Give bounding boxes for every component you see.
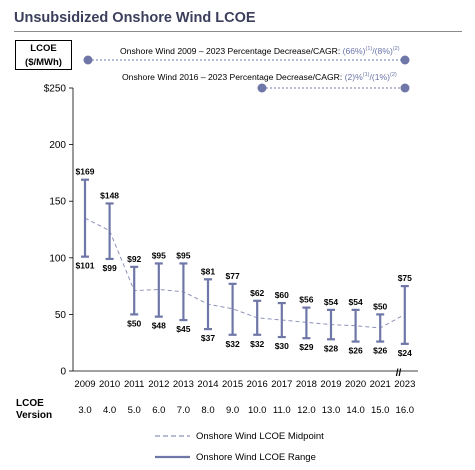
x-tick-label: 2014 xyxy=(197,379,218,390)
version-label: 10.0 xyxy=(248,405,267,416)
x-tick-label: 2021 xyxy=(370,379,391,390)
y-tick-label: 100 xyxy=(49,253,66,264)
version-label: 15.0 xyxy=(371,405,390,416)
y-axis-unit-label: LCOE ($/MWh) xyxy=(15,40,72,70)
low-value-label: $26 xyxy=(349,346,363,356)
x-tick-label: 2016 xyxy=(247,379,268,390)
x-tick-label: 2009 xyxy=(74,379,95,390)
high-value-label: $56 xyxy=(299,295,313,305)
legend-midpoint-label: Onshore Wind LCOE Midpoint xyxy=(196,431,324,442)
high-value-label: $92 xyxy=(127,254,141,264)
version-label: 5.0 xyxy=(128,405,141,416)
low-value-label: $50 xyxy=(127,318,141,328)
low-value-label: $32 xyxy=(226,339,240,349)
low-value-label: $32 xyxy=(250,339,264,349)
low-value-label: $99 xyxy=(103,263,117,273)
high-value-label: $50 xyxy=(373,301,387,311)
x-tick-label: 2010 xyxy=(99,379,120,390)
version-label: 14.0 xyxy=(346,405,365,416)
x-tick-label: 2015 xyxy=(222,379,243,390)
high-value-label: $60 xyxy=(275,290,289,300)
x-tick-label: 2020 xyxy=(345,379,366,390)
high-value-label: $62 xyxy=(250,288,264,298)
high-value-label: $81 xyxy=(201,266,215,276)
x-tick-label: 2023 xyxy=(394,379,415,390)
y-tick-label: $250 xyxy=(44,84,67,95)
cagr-2009-bracket-end-dot xyxy=(400,55,410,65)
cagr-2016-bracket-end-dot xyxy=(400,83,410,93)
midpoint-series-line xyxy=(84,217,406,329)
low-value-label: $45 xyxy=(176,324,190,334)
version-axis-label: LCOE Version xyxy=(16,398,53,421)
version-label: 6.0 xyxy=(152,405,165,416)
high-value-label: $75 xyxy=(398,273,412,283)
version-label: 8.0 xyxy=(201,405,214,416)
version-label: 13.0 xyxy=(322,405,341,416)
x-tick-label: 2012 xyxy=(148,379,169,390)
x-tick-label: 2013 xyxy=(173,379,194,390)
low-value-label: $37 xyxy=(201,333,215,343)
high-value-label: $77 xyxy=(226,271,240,281)
low-value-label: $101 xyxy=(76,261,95,271)
version-label: 16.0 xyxy=(396,405,415,416)
x-tick-label: 2019 xyxy=(320,379,341,390)
title-divider xyxy=(14,31,462,32)
chart-title: Unsubsidized Onshore Wind LCOE xyxy=(14,10,256,26)
low-value-label: $28 xyxy=(324,343,338,353)
y-tick-label: 50 xyxy=(55,310,67,321)
unit-line-1: LCOE xyxy=(30,43,57,54)
high-value-label: $54 xyxy=(349,297,363,307)
low-value-label: $26 xyxy=(373,346,387,356)
high-value-label: $54 xyxy=(324,297,338,307)
low-value-label: $24 xyxy=(398,348,412,358)
high-value-label: $95 xyxy=(176,250,190,260)
high-value-label: $148 xyxy=(100,190,119,200)
cagr-2009-text: Onshore Wind 2009 – 2023 Percentage Decr… xyxy=(120,46,400,56)
legend-range-label: Onshore Wind LCOE Range xyxy=(196,452,316,463)
low-value-label: $29 xyxy=(299,342,313,352)
y-tick-label: 150 xyxy=(49,197,66,208)
cagr-2009-bracket-start-dot xyxy=(83,55,93,65)
low-value-label: $48 xyxy=(152,321,166,331)
y-tick-label: 0 xyxy=(60,367,66,378)
version-label: 4.0 xyxy=(103,405,116,416)
version-label: 11.0 xyxy=(273,405,291,416)
version-label: 12.0 xyxy=(297,405,316,416)
axis-break-mark: // xyxy=(396,368,402,379)
cagr-2016-bracket-start-dot xyxy=(257,83,267,93)
version-label: 9.0 xyxy=(226,405,239,416)
low-value-label: $30 xyxy=(275,341,289,351)
version-label: 7.0 xyxy=(177,405,190,416)
x-tick-label: 2018 xyxy=(296,379,317,390)
x-tick-label: 2011 xyxy=(124,379,144,390)
unit-line-2: ($/MWh) xyxy=(25,57,62,68)
x-tick-label: 2017 xyxy=(271,379,292,390)
high-value-label: $169 xyxy=(76,167,95,177)
y-tick-label: 200 xyxy=(49,140,66,151)
cagr-2016-text: Onshore Wind 2016 – 2023 Percentage Decr… xyxy=(122,72,397,82)
version-label: 3.0 xyxy=(78,405,91,416)
high-value-label: $95 xyxy=(152,250,166,260)
